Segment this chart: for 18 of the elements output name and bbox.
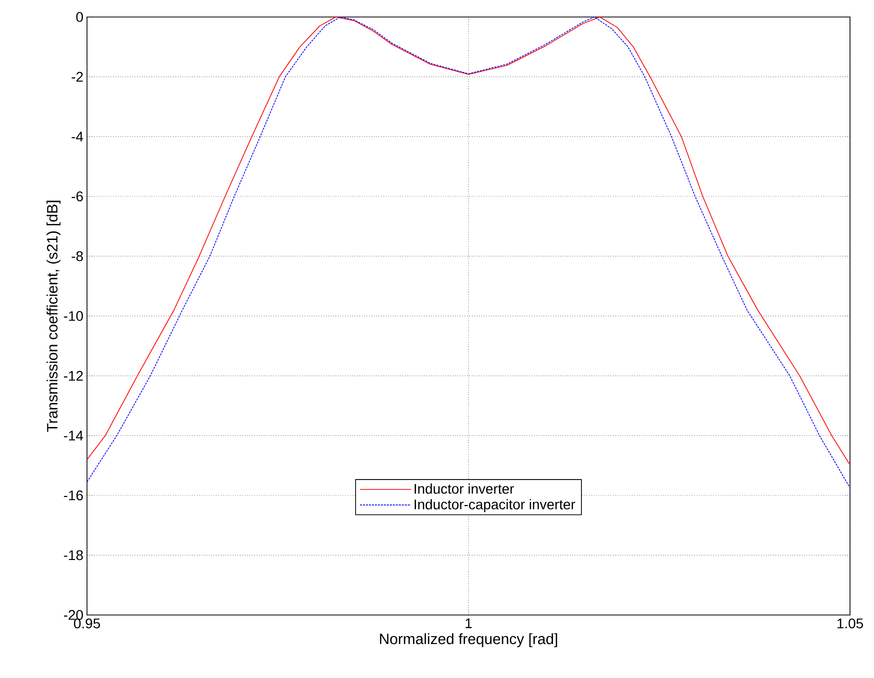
legend-label: Inductor-capacitor inverter	[414, 499, 576, 512]
y-tick-label: -20	[64, 610, 83, 620]
y-axis-title: Transmission coefficient, (s21) [dB]	[46, 200, 60, 432]
x-tick-label: 0.95	[74, 618, 100, 628]
y-tick-label: 0	[76, 12, 83, 22]
y-tick-label: -6	[72, 191, 83, 202]
legend-label: Inductor inverter	[414, 484, 514, 494]
y-tick-label: -18	[64, 550, 83, 560]
x-axis-title: Normalized frequency [rad]	[380, 633, 558, 648]
y-tick-label: -14	[64, 430, 84, 440]
y-tick-label: -8	[72, 251, 83, 262]
x-tick-label: 1.05	[838, 618, 863, 628]
x-tick-label: 1	[466, 618, 472, 628]
y-tick-label: -2	[72, 72, 83, 82]
y-tick-label: -12	[64, 370, 83, 381]
y-tick-label: -16	[64, 490, 83, 500]
y-tick-label: -10	[64, 311, 83, 321]
y-tick-label: -4	[72, 132, 84, 142]
